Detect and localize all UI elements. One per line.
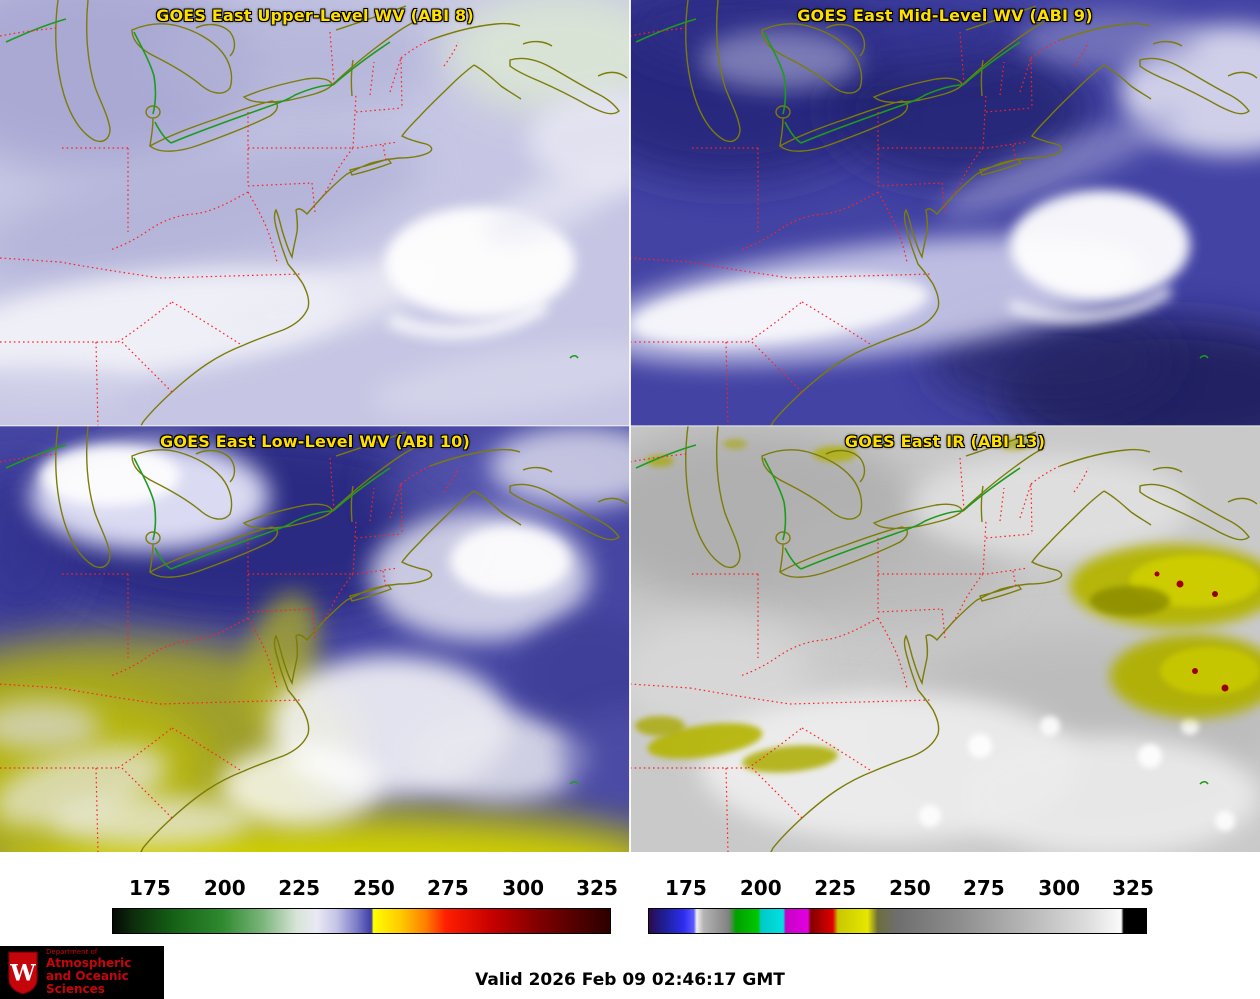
tick-label: 275 (426, 876, 469, 900)
colorbar-ir-ticks: 175 200 225 250 275 300 325 (648, 874, 1154, 904)
crest-letter: W (9, 960, 36, 986)
uw-aos-logo: W Department of Atmospheric and Oceanic … (0, 946, 164, 999)
tick-label: 175 (665, 876, 707, 900)
panel-mid-wv-image (630, 0, 1260, 426)
panel-upper-wv-image (0, 0, 630, 426)
colorbar-wv: 175 200 225 250 275 300 325 (112, 874, 618, 938)
tick-label: 250 (353, 876, 395, 900)
uw-crest-icon: W (8, 951, 38, 994)
tick-label: 225 (814, 876, 856, 900)
panel-ir-image (630, 426, 1260, 852)
colorbar-wv-ticks: 175 200 225 250 275 300 325 (112, 874, 618, 904)
tick-label: 300 (1038, 876, 1081, 900)
tick-label: 275 (962, 876, 1005, 900)
tick-label: 300 (502, 876, 545, 900)
colorbar-ir-gradient (648, 908, 1147, 934)
panel-divider-horizontal (0, 425, 1260, 427)
tick-label: 200 (739, 876, 782, 900)
valid-time: Valid 2026 Feb 09 02:46:17 GMT (475, 970, 785, 990)
tick-label: 325 (1112, 876, 1154, 900)
tick-label: 175 (129, 876, 171, 900)
logo-text: Department of Atmospheric and Oceanic Sc… (46, 949, 158, 995)
colorbar-ir: 175 200 225 250 275 300 325 (648, 874, 1154, 938)
colorbar-wv-gradient (112, 908, 611, 934)
tick-label: 250 (889, 876, 931, 900)
tick-label: 225 (278, 876, 320, 900)
tick-label: 325 (576, 876, 618, 900)
logo-name-line-2: and Oceanic Sciences (46, 968, 129, 996)
satellite-imagery (0, 0, 1260, 852)
tick-label: 200 (203, 876, 246, 900)
logo-dept-line: Department of (46, 948, 98, 957)
logo-name-line-1: Atmospheric (46, 955, 132, 970)
panel-low-wv-image (0, 426, 630, 852)
